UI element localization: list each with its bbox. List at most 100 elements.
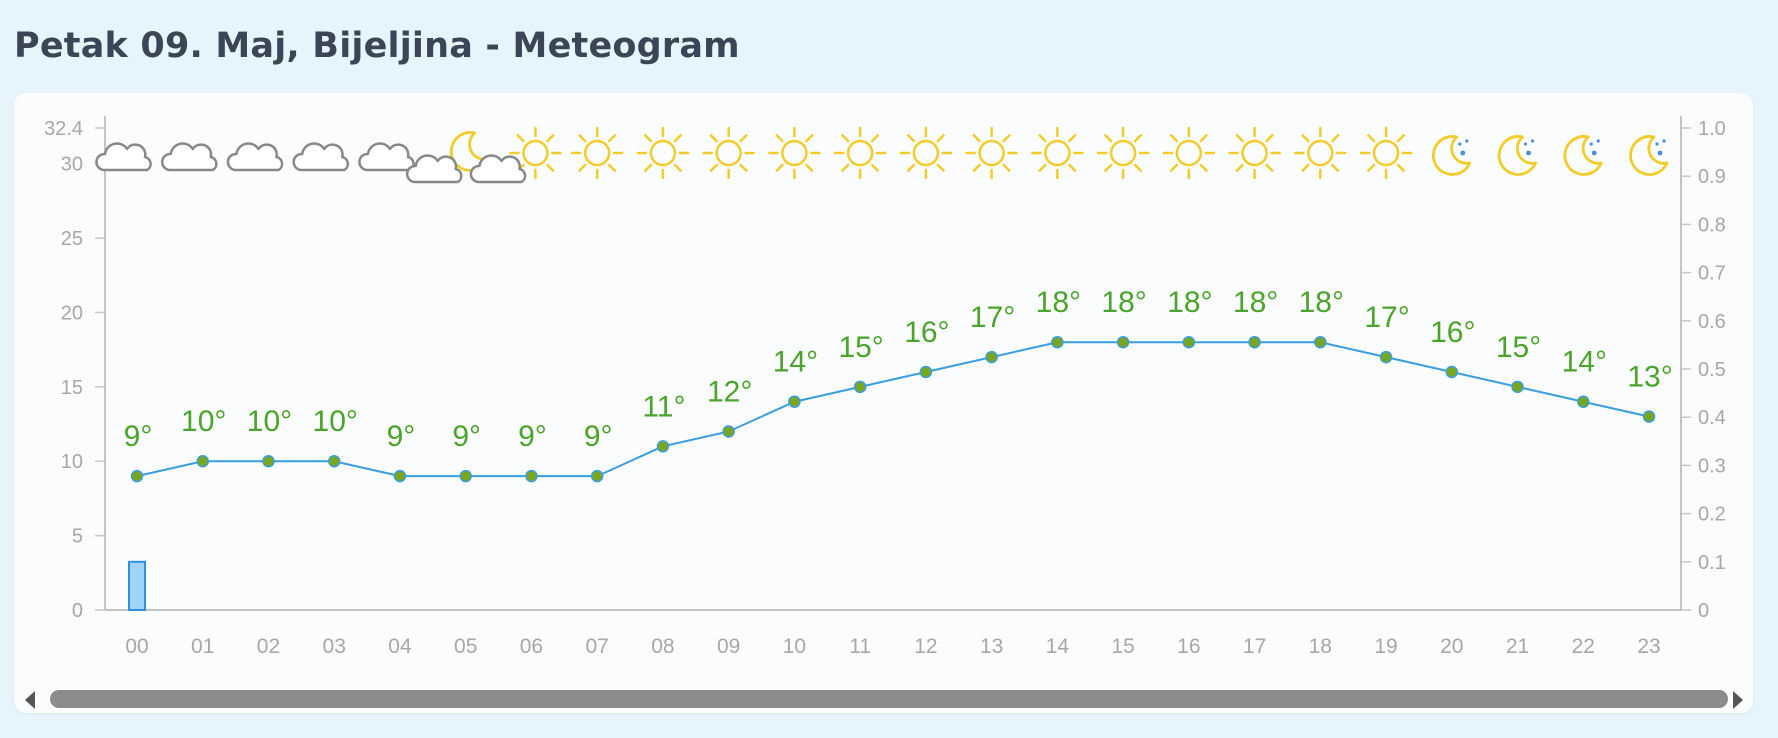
temperature-label: 16° bbox=[1430, 316, 1475, 349]
y-right-tick-label: 0.1 bbox=[1698, 552, 1726, 574]
temperature-label: 9° bbox=[452, 420, 481, 453]
moon-icon bbox=[1563, 135, 1603, 176]
y-right-tick-label: 0 bbox=[1698, 600, 1709, 622]
scrollbar-thumb[interactable] bbox=[50, 690, 1728, 708]
temperature-point bbox=[590, 469, 604, 483]
temperature-label: 11° bbox=[642, 390, 685, 423]
sun-cloud-icon bbox=[469, 126, 562, 184]
sun-icon bbox=[570, 126, 624, 180]
sun-icon bbox=[1359, 126, 1413, 180]
temperature-label: 16° bbox=[904, 316, 949, 349]
moon-icon bbox=[1497, 135, 1537, 176]
cloud-icon bbox=[226, 142, 284, 172]
temperature-point bbox=[1248, 335, 1261, 349]
y-right-tick-label: 0.2 bbox=[1698, 504, 1726, 526]
x-tick-label: 04 bbox=[388, 635, 412, 658]
y-right-tick-label: 0.8 bbox=[1698, 214, 1726, 236]
temperature-point bbox=[459, 469, 472, 483]
y-left-tick-label: 20 bbox=[61, 302, 83, 324]
x-tick-label: 20 bbox=[1440, 635, 1463, 658]
meteogram-chart: 05101520253032.400.10.20.30.40.50.60.70.… bbox=[44, 116, 1726, 658]
x-tick-label: 07 bbox=[586, 635, 609, 658]
sun-icon bbox=[1228, 126, 1281, 180]
x-tick-label: 10 bbox=[783, 635, 806, 658]
temperature-point bbox=[393, 469, 407, 483]
scroll-left-arrow-icon[interactable] bbox=[25, 691, 35, 709]
temperature-label: 18° bbox=[1167, 286, 1212, 319]
x-tick-label: 02 bbox=[257, 635, 280, 658]
temperature-label: 12° bbox=[707, 375, 752, 408]
x-tick-label: 08 bbox=[651, 635, 674, 658]
sun-icon bbox=[1162, 126, 1216, 180]
temperature-point bbox=[919, 365, 933, 379]
x-tick-label: 21 bbox=[1506, 635, 1529, 658]
temperature-label: 14° bbox=[1562, 346, 1607, 379]
sun-icon bbox=[965, 126, 1018, 180]
temperature-point bbox=[1379, 350, 1393, 364]
y-right-tick-label: 0.9 bbox=[1698, 166, 1726, 188]
temperature-point bbox=[262, 454, 275, 468]
temperature-point bbox=[656, 440, 670, 453]
x-tick-label: 05 bbox=[454, 635, 477, 658]
y-right-tick-label: 0.4 bbox=[1698, 407, 1726, 429]
temperature-point bbox=[525, 469, 538, 483]
y-right-tick-label: 0.5 bbox=[1698, 359, 1726, 381]
y-left-tick-label: 5 bbox=[72, 526, 83, 548]
temperature-point bbox=[1642, 410, 1656, 423]
temperature-label: 18° bbox=[1101, 286, 1146, 319]
moon-icon bbox=[1432, 135, 1472, 176]
temperature-point bbox=[196, 454, 209, 468]
y-right-tick-label: 0.6 bbox=[1698, 311, 1726, 333]
temperature-label: 9° bbox=[387, 420, 416, 453]
temperature-label: 15° bbox=[1496, 331, 1541, 364]
temperature-point bbox=[1511, 380, 1524, 394]
y-left-tick-label: 25 bbox=[61, 228, 83, 250]
x-tick-label: 01 bbox=[191, 635, 214, 658]
y-left-tick-label: 30 bbox=[61, 154, 83, 176]
temperature-label: 15° bbox=[838, 331, 883, 364]
temperature-point bbox=[130, 469, 144, 483]
y-left-tick-label: 0 bbox=[72, 600, 83, 622]
x-tick-label: 12 bbox=[914, 635, 937, 658]
temperature-label: 13° bbox=[1627, 361, 1672, 394]
temperature-label: 10° bbox=[313, 405, 358, 438]
temperature-point bbox=[1577, 395, 1590, 408]
temperature-label: 18° bbox=[1233, 286, 1278, 319]
cloud-icon bbox=[292, 142, 350, 172]
moon-icon bbox=[1629, 135, 1669, 176]
scroll-right-arrow-icon[interactable] bbox=[1733, 691, 1743, 709]
sun-icon bbox=[1096, 126, 1150, 180]
temperature-point bbox=[1314, 335, 1327, 349]
y-right-tick-label: 0.7 bbox=[1698, 263, 1726, 285]
page-title: Petak 09. Maj, Bijeljina - Meteogram bbox=[14, 26, 740, 66]
temperature-point bbox=[722, 425, 735, 438]
temperature-point bbox=[853, 380, 867, 394]
temperature-label: 10° bbox=[181, 405, 226, 438]
temperature-point bbox=[788, 395, 801, 408]
horizontal-scrollbar[interactable] bbox=[14, 683, 1753, 715]
x-tick-label: 17 bbox=[1243, 635, 1266, 658]
y-left-tick-label: 10 bbox=[61, 451, 83, 473]
x-tick-label: 18 bbox=[1309, 635, 1332, 658]
x-tick-label: 03 bbox=[323, 635, 346, 658]
x-tick-label: 15 bbox=[1111, 635, 1134, 658]
temperature-label: 17° bbox=[1364, 301, 1409, 334]
sun-icon bbox=[702, 126, 755, 180]
temperature-label: 18° bbox=[1036, 286, 1081, 319]
x-tick-label: 06 bbox=[520, 635, 543, 658]
x-tick-label: 11 bbox=[849, 635, 871, 658]
temperature-label: 18° bbox=[1299, 286, 1344, 319]
sun-icon bbox=[833, 126, 887, 180]
y-right-tick-label: 0.3 bbox=[1698, 455, 1726, 477]
temperature-label: 14° bbox=[773, 346, 818, 379]
x-tick-label: 22 bbox=[1572, 635, 1595, 658]
temperature-label: 17° bbox=[970, 301, 1015, 334]
sun-icon bbox=[768, 126, 821, 180]
x-tick-label: 16 bbox=[1177, 635, 1200, 658]
temperature-label: 9° bbox=[124, 420, 153, 453]
temperature-point bbox=[1051, 335, 1064, 349]
x-tick-label: 09 bbox=[717, 635, 740, 658]
x-tick-label: 00 bbox=[125, 635, 148, 658]
temperature-label: 9° bbox=[518, 420, 547, 453]
sun-icon bbox=[1294, 126, 1347, 180]
